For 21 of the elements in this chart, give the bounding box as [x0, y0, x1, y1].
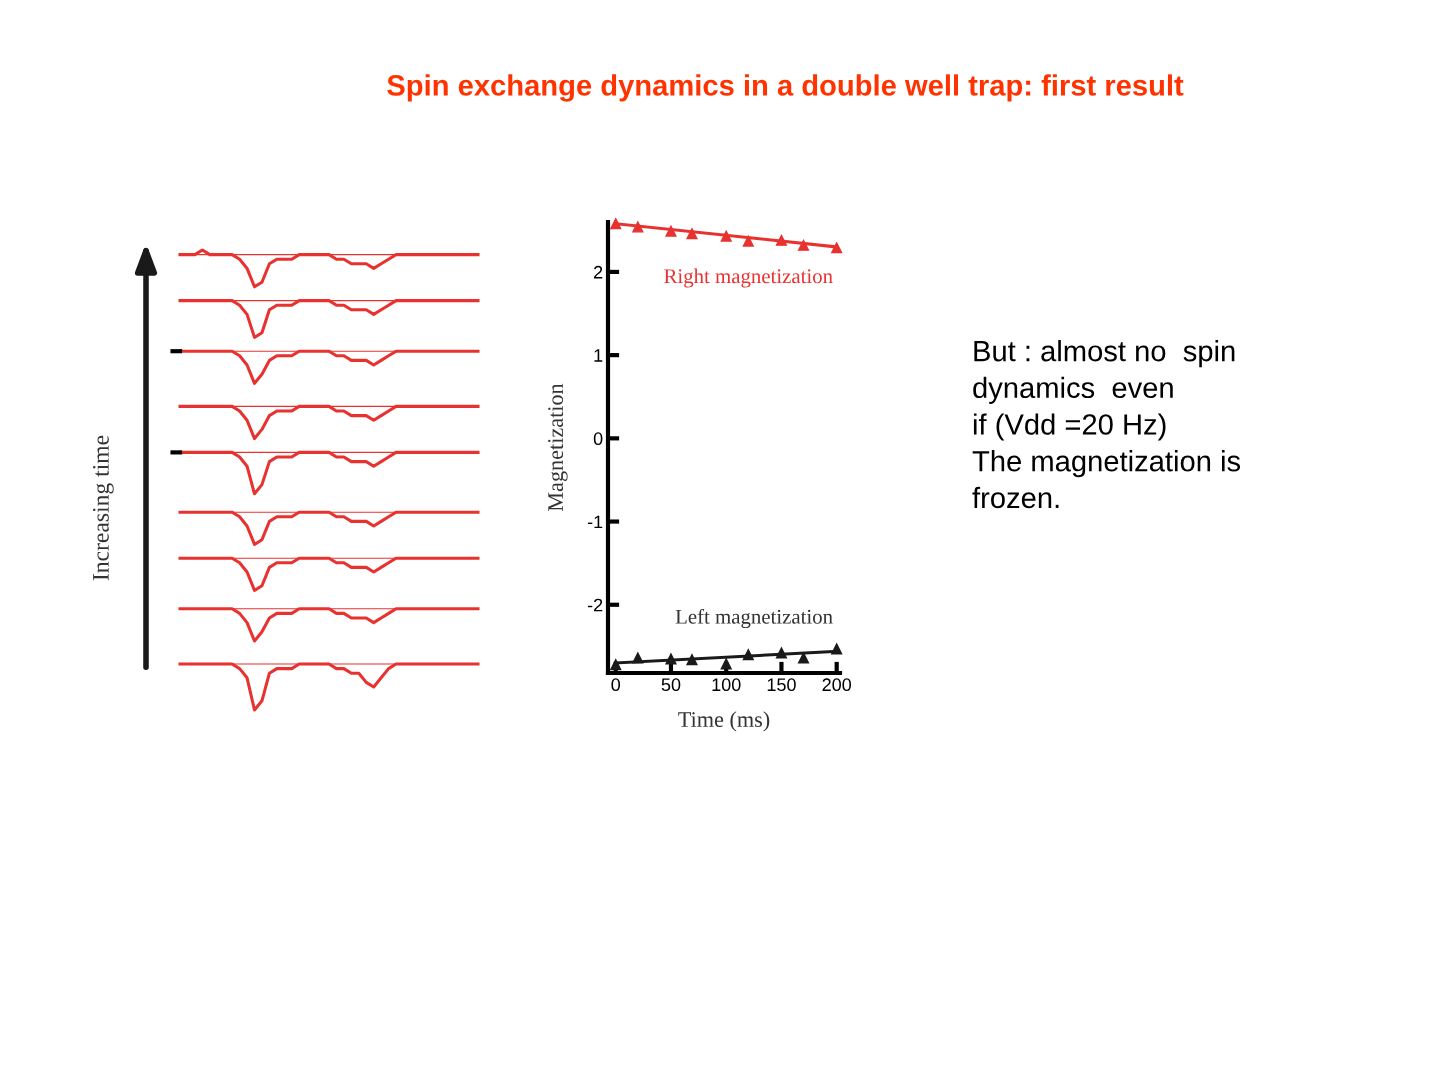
point	[797, 652, 810, 664]
y-tick-label: 1	[594, 349, 603, 362]
y-tick-label: 2	[594, 265, 603, 279]
point	[742, 235, 754, 247]
text: Spin exchange dynamics in a double well trap: first result	[387, 74, 1184, 102]
y-tick-label: -1	[587, 515, 603, 529]
x-tick-label: 150	[767, 678, 796, 692]
x-tick-label: 100	[712, 678, 741, 692]
text: But : almost no spin dynamics even if (Vdd =20 Hz) The magnetization is frozen.	[972, 340, 1241, 509]
x-axis-title: Time (ms)	[678, 711, 770, 732]
y-axis-title: Increasing time	[92, 435, 114, 581]
x-tick-label: 0	[611, 678, 621, 692]
x-tick-label: 50	[661, 678, 681, 692]
y-axis-title: Magnetization	[548, 383, 568, 512]
y-tick-label: -2	[587, 598, 603, 612]
y-tick-label: 0	[593, 432, 603, 446]
point	[720, 658, 732, 670]
series-label: Right magnetization	[664, 268, 833, 288]
point	[632, 221, 644, 233]
x-tick-label: 200	[822, 678, 852, 692]
series-label: Left magnetization	[675, 608, 833, 629]
